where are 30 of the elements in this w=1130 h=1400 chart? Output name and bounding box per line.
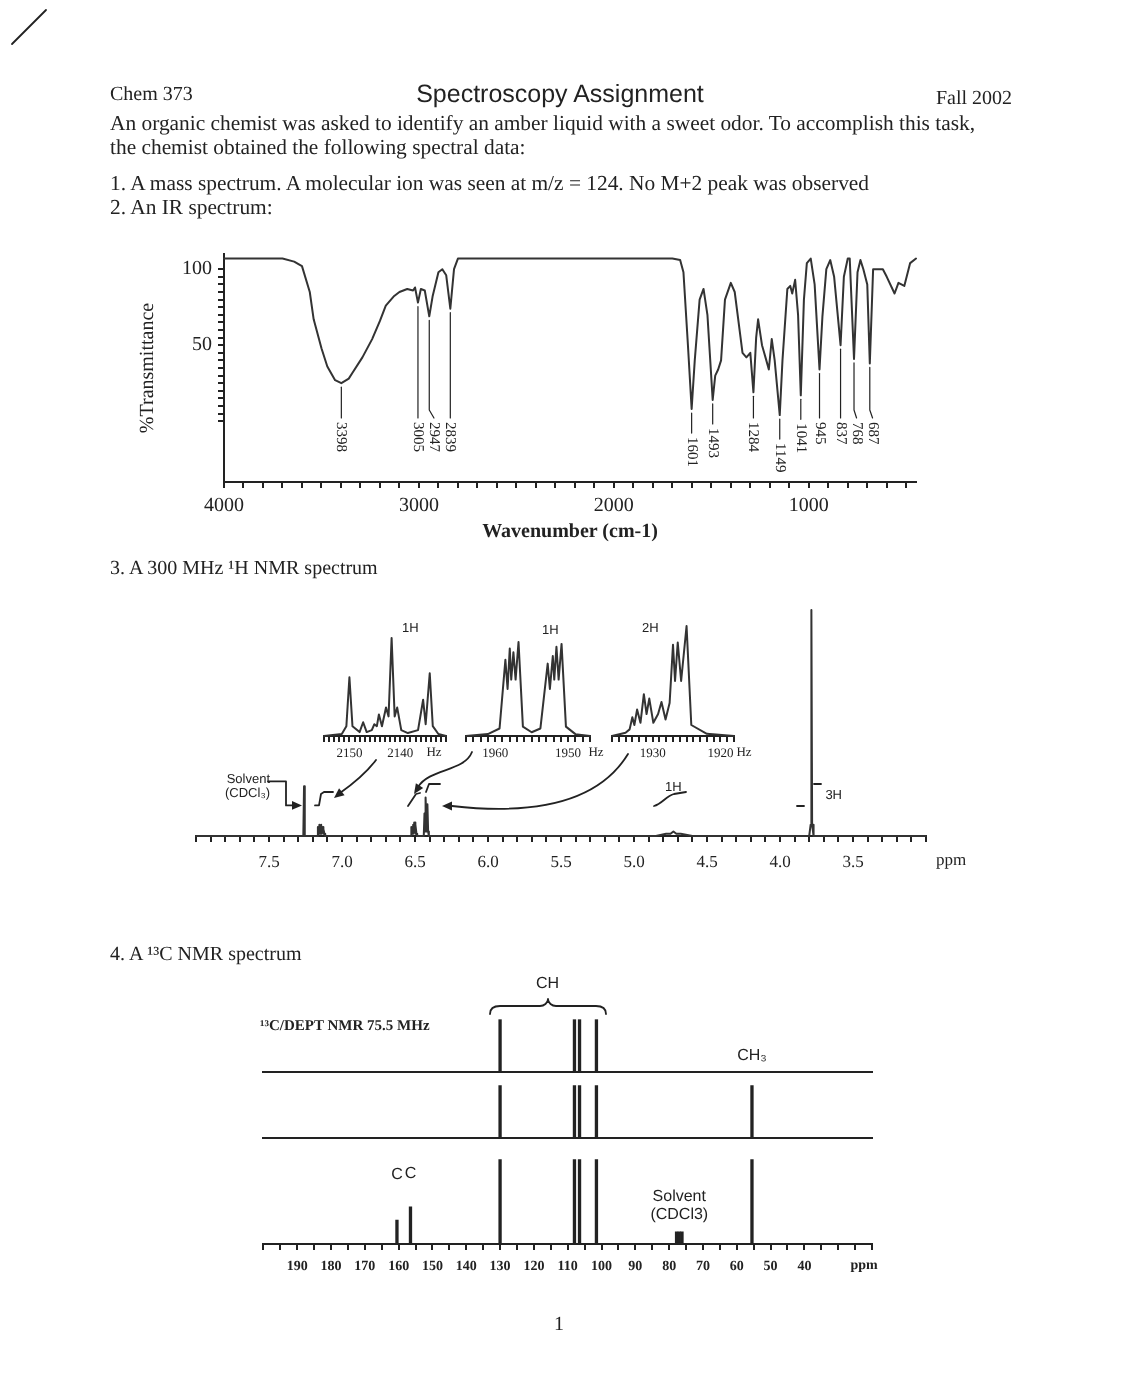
x-tick-label: 3.5 (842, 850, 864, 871)
x-tick-label: 5.5 (550, 850, 572, 871)
x-tick-label: 7.5 (258, 850, 280, 871)
text: Chem 373 (110, 84, 193, 106)
chart-title: 4. A ¹³C NMR spectrum (110, 944, 302, 966)
x-tick-label: 1000 (788, 495, 829, 518)
y-axis-title: %Transmittance (137, 301, 160, 434)
x-axis-title: Wavenumber (cm-1) (482, 521, 658, 544)
annotation: CH₃ (737, 1046, 767, 1065)
annotation: C (404, 1164, 417, 1183)
x-tick-label: 7.0 (331, 850, 353, 871)
x-tick-label: 4.0 (769, 850, 791, 871)
text: 2. An IR spectrum: (110, 196, 273, 220)
text: 1 (554, 1314, 564, 1336)
x-tick-label: 2000 (593, 495, 634, 518)
x-tick-label: 4000 (204, 495, 244, 518)
chart-title: 3. A 300 MHz ¹H NMR spectrum (110, 558, 378, 580)
x-tick-label: 6.0 (477, 850, 499, 871)
text: CH (536, 974, 560, 992)
chart-title: Spectroscopy Assignment (414, 80, 706, 108)
text: An organic chemist was asked to identify an amber liquid with a sweet odor. To accomplish this task, the chemist obtained the following spectral data: (110, 112, 978, 160)
x-tick-label: 3000 (398, 495, 439, 518)
x-tick-label: 4.5 (696, 850, 718, 871)
annotation: C (391, 1164, 404, 1183)
annotation: Solvent (CDCl3) (650, 1186, 709, 1223)
text: 1. A mass spectrum. A molecular ion was seen at m/z = 124. No M+2 peak was observed (110, 172, 870, 196)
x-axis-title: ppm (936, 848, 967, 869)
text: Fall 2002 (936, 88, 1013, 110)
x-tick-label: 6.5 (404, 850, 426, 871)
x-tick-label: 5.0 (623, 850, 645, 871)
